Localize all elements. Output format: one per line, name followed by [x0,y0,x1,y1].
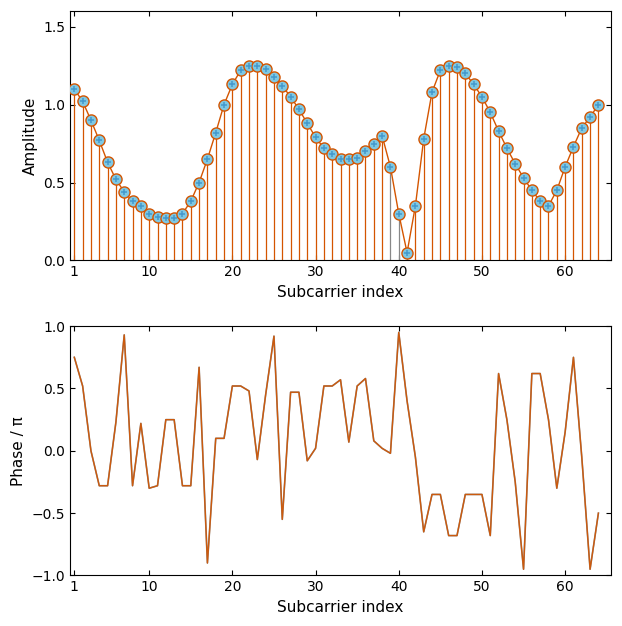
Y-axis label: Amplitude: Amplitude [23,96,38,175]
X-axis label: Subcarrier index: Subcarrier index [277,600,404,615]
X-axis label: Subcarrier index: Subcarrier index [277,285,404,300]
Y-axis label: Phase / π: Phase / π [11,416,26,486]
